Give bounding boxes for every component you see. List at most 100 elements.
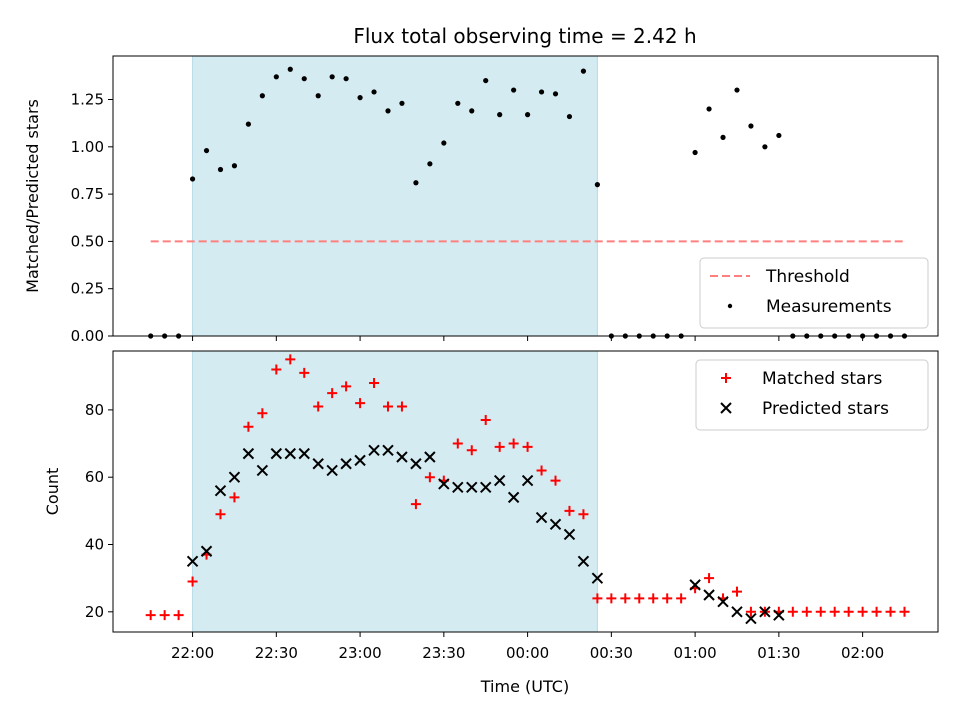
count-point <box>257 408 268 419</box>
ratio-point <box>455 100 461 106</box>
count-point <box>438 478 450 490</box>
x-tick-label: 23:00 <box>338 644 381 662</box>
ratio-legend: Threshold Measurements <box>699 257 929 329</box>
count-point <box>243 421 254 432</box>
ratio-legend-label: Measurements <box>766 297 892 317</box>
count-point <box>382 444 394 456</box>
count-legend-label: Matched stars <box>762 369 882 389</box>
count-point <box>536 465 547 476</box>
count-point <box>578 509 589 520</box>
count-point <box>871 606 882 617</box>
count-point <box>494 441 505 452</box>
count-point <box>270 447 283 460</box>
count-point <box>662 593 673 604</box>
ratio-point <box>706 106 712 112</box>
count-point <box>731 606 743 618</box>
count-point <box>326 464 338 477</box>
count-point <box>466 445 477 456</box>
ratio-point <box>371 89 377 95</box>
count-point <box>507 491 520 504</box>
count-point <box>424 472 435 483</box>
count-point <box>410 499 421 510</box>
ratio-legend-box <box>699 257 929 329</box>
count-point <box>829 606 840 617</box>
count-point <box>312 458 324 470</box>
ratio-point <box>538 89 545 95</box>
x-tick-label: 23:30 <box>422 644 465 662</box>
ratio-point <box>287 66 293 72</box>
x-tick-label: 00:30 <box>590 644 633 662</box>
ratio-point <box>189 176 196 182</box>
count-point <box>284 447 296 460</box>
ratio-point <box>427 161 433 167</box>
count-point <box>591 572 604 584</box>
ratio-point <box>259 93 265 99</box>
count-y-tick-label: 40 <box>85 536 104 554</box>
count-point <box>383 401 393 412</box>
count-point <box>689 579 701 591</box>
ratio-y-tick-label: 0.50 <box>71 232 104 250</box>
count-y-axis-label: Count <box>43 468 62 516</box>
count-legend: Matched stars Predicted stars <box>695 359 929 431</box>
ratio-point <box>692 149 698 156</box>
count-point <box>549 518 562 531</box>
ratio-panel: 0.00 0.25 0.50 0.75 1.00 1.25 Matched/Predicte… <box>23 55 939 345</box>
count-point <box>466 481 478 494</box>
count-point <box>242 447 255 460</box>
ratio-y-tick-label: 1.25 <box>71 91 104 109</box>
count-legend-box <box>695 359 929 431</box>
count-series-0 <box>145 354 910 621</box>
ratio-y-tick-label: 0.75 <box>71 185 104 203</box>
count-point <box>885 606 896 617</box>
ratio-point <box>385 108 391 114</box>
x-axis-label: Time (UTC) <box>480 677 569 696</box>
count-series-1 <box>186 444 785 625</box>
count-point <box>340 458 352 470</box>
ratio-point <box>329 74 335 80</box>
ratio-observing-window <box>192 55 598 337</box>
count-point <box>214 484 227 497</box>
count-point <box>452 438 463 449</box>
ratio-point <box>469 108 475 114</box>
count-point <box>215 509 226 520</box>
count-y-tick-label: 20 <box>85 603 104 621</box>
count-point <box>620 593 631 604</box>
ratio-point <box>776 132 782 139</box>
ratio-point <box>566 113 573 120</box>
count-point <box>731 586 742 597</box>
count-point <box>200 545 213 557</box>
count-panel: 20 40 60 80 22:00 22:30 23:00 23:30 00:00 00:30 01… <box>43 350 939 662</box>
count-point <box>564 505 575 516</box>
count-point <box>327 388 338 399</box>
ratio-y-axis-label: Matched/Predicted stars <box>23 99 42 293</box>
ratio-point <box>413 180 419 186</box>
count-point <box>704 573 715 584</box>
count-point <box>815 606 826 617</box>
count-point <box>857 606 868 617</box>
ratio-series-0 <box>148 66 908 339</box>
ratio-point <box>357 95 363 101</box>
x-tick-label: 01:30 <box>757 644 800 662</box>
ratio-point <box>483 77 489 84</box>
x-tick-label: 01:00 <box>673 644 716 662</box>
count-point <box>634 593 645 604</box>
x-tick-label: 00:00 <box>506 644 549 662</box>
x-tick-label: 22:30 <box>255 644 298 662</box>
count-point <box>508 438 519 449</box>
count-point <box>145 610 156 621</box>
count-point <box>313 401 324 412</box>
count-point <box>341 381 352 392</box>
count-point <box>354 454 366 467</box>
count-observing-window <box>192 350 598 633</box>
ratio-point <box>552 91 559 97</box>
ratio-point <box>734 87 740 93</box>
count-point <box>535 511 548 524</box>
count-legend-label: Predicted stars <box>762 399 889 419</box>
ratio-point <box>231 163 238 169</box>
count-point <box>299 367 310 378</box>
count-point <box>256 464 269 477</box>
ratio-legend-label: Threshold <box>765 267 850 287</box>
count-point <box>396 401 407 412</box>
ratio-point <box>301 76 307 82</box>
